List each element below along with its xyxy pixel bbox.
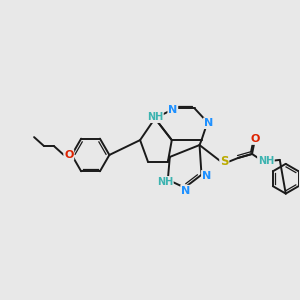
Text: O: O	[250, 134, 260, 144]
Text: O: O	[64, 150, 74, 160]
Text: NH: NH	[157, 177, 173, 187]
Text: S: S	[220, 155, 229, 168]
Text: N: N	[204, 118, 213, 128]
Text: N: N	[181, 186, 190, 196]
Text: N: N	[202, 171, 211, 181]
Text: N: N	[168, 105, 177, 116]
Text: NH: NH	[147, 112, 163, 122]
Text: NH: NH	[258, 156, 274, 166]
